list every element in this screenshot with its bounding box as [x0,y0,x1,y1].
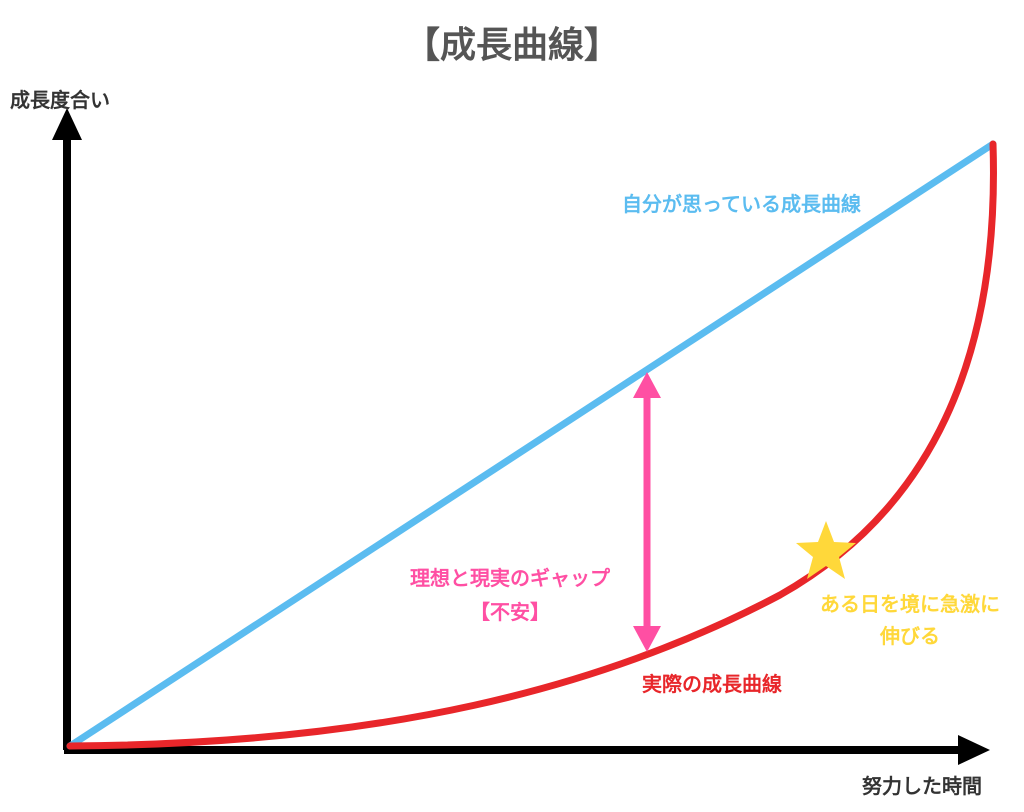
y-axis-arrowhead [52,108,82,140]
star-icon [796,521,856,579]
actual-curve-label: 実際の成長曲線 [642,672,782,696]
actual-growth-curve [66,140,997,750]
diagram-title: 【成長曲線】 [403,25,620,66]
y-axis-label: 成長度合い [10,88,110,112]
breakthrough-sublabel: 伸びる [880,624,940,648]
gap-arrow [633,372,661,652]
ideal-growth-line [66,140,997,750]
breakthrough-label: ある日を境に急激に [820,592,1000,616]
gap-sublabel: 【不安】 [470,600,550,624]
ideal-line-label: 自分が思っている成長曲線 [622,192,861,216]
x-axis-label: 努力した時間 [862,774,982,798]
x-axis-arrowhead [958,735,990,765]
gap-label: 理想と現実のギャップ [410,566,610,590]
